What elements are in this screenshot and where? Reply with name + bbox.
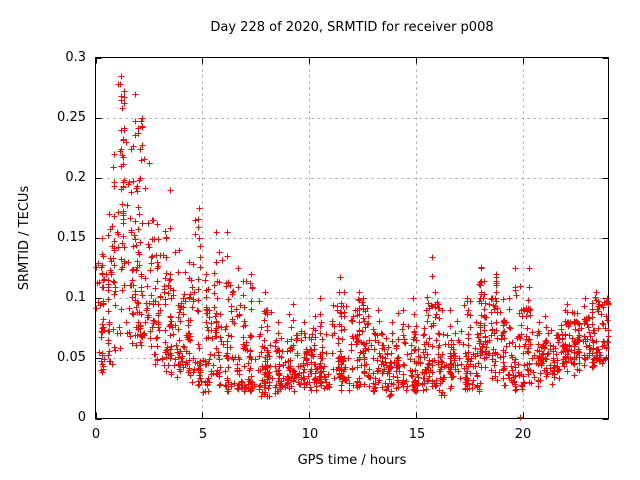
- y-tick-label-03: 0.3: [65, 50, 86, 65]
- y-tick-label-02: 0.2: [65, 170, 86, 185]
- x-tick-label-0: 0: [91, 427, 101, 442]
- y-tick-label-025: 0.25: [57, 110, 86, 125]
- scatter-points: [93, 73, 612, 421]
- x-tick-label-10: 10: [301, 427, 319, 442]
- x-tick-label-5: 5: [198, 427, 208, 442]
- y-tick-label-005: 0.05: [57, 350, 86, 365]
- chart-title: Day 228 of 2020, SRMTID for receiver p00…: [210, 20, 494, 35]
- y-tick-label-01: 0.1: [65, 290, 86, 305]
- x-tick-label-20: 20: [514, 427, 532, 442]
- x-tick-label-15: 15: [408, 427, 426, 442]
- y-tick-label-0: 0: [77, 410, 86, 425]
- x-axis-label: GPS time / hours: [297, 453, 407, 468]
- y-tick-label-015: 0.15: [57, 230, 86, 245]
